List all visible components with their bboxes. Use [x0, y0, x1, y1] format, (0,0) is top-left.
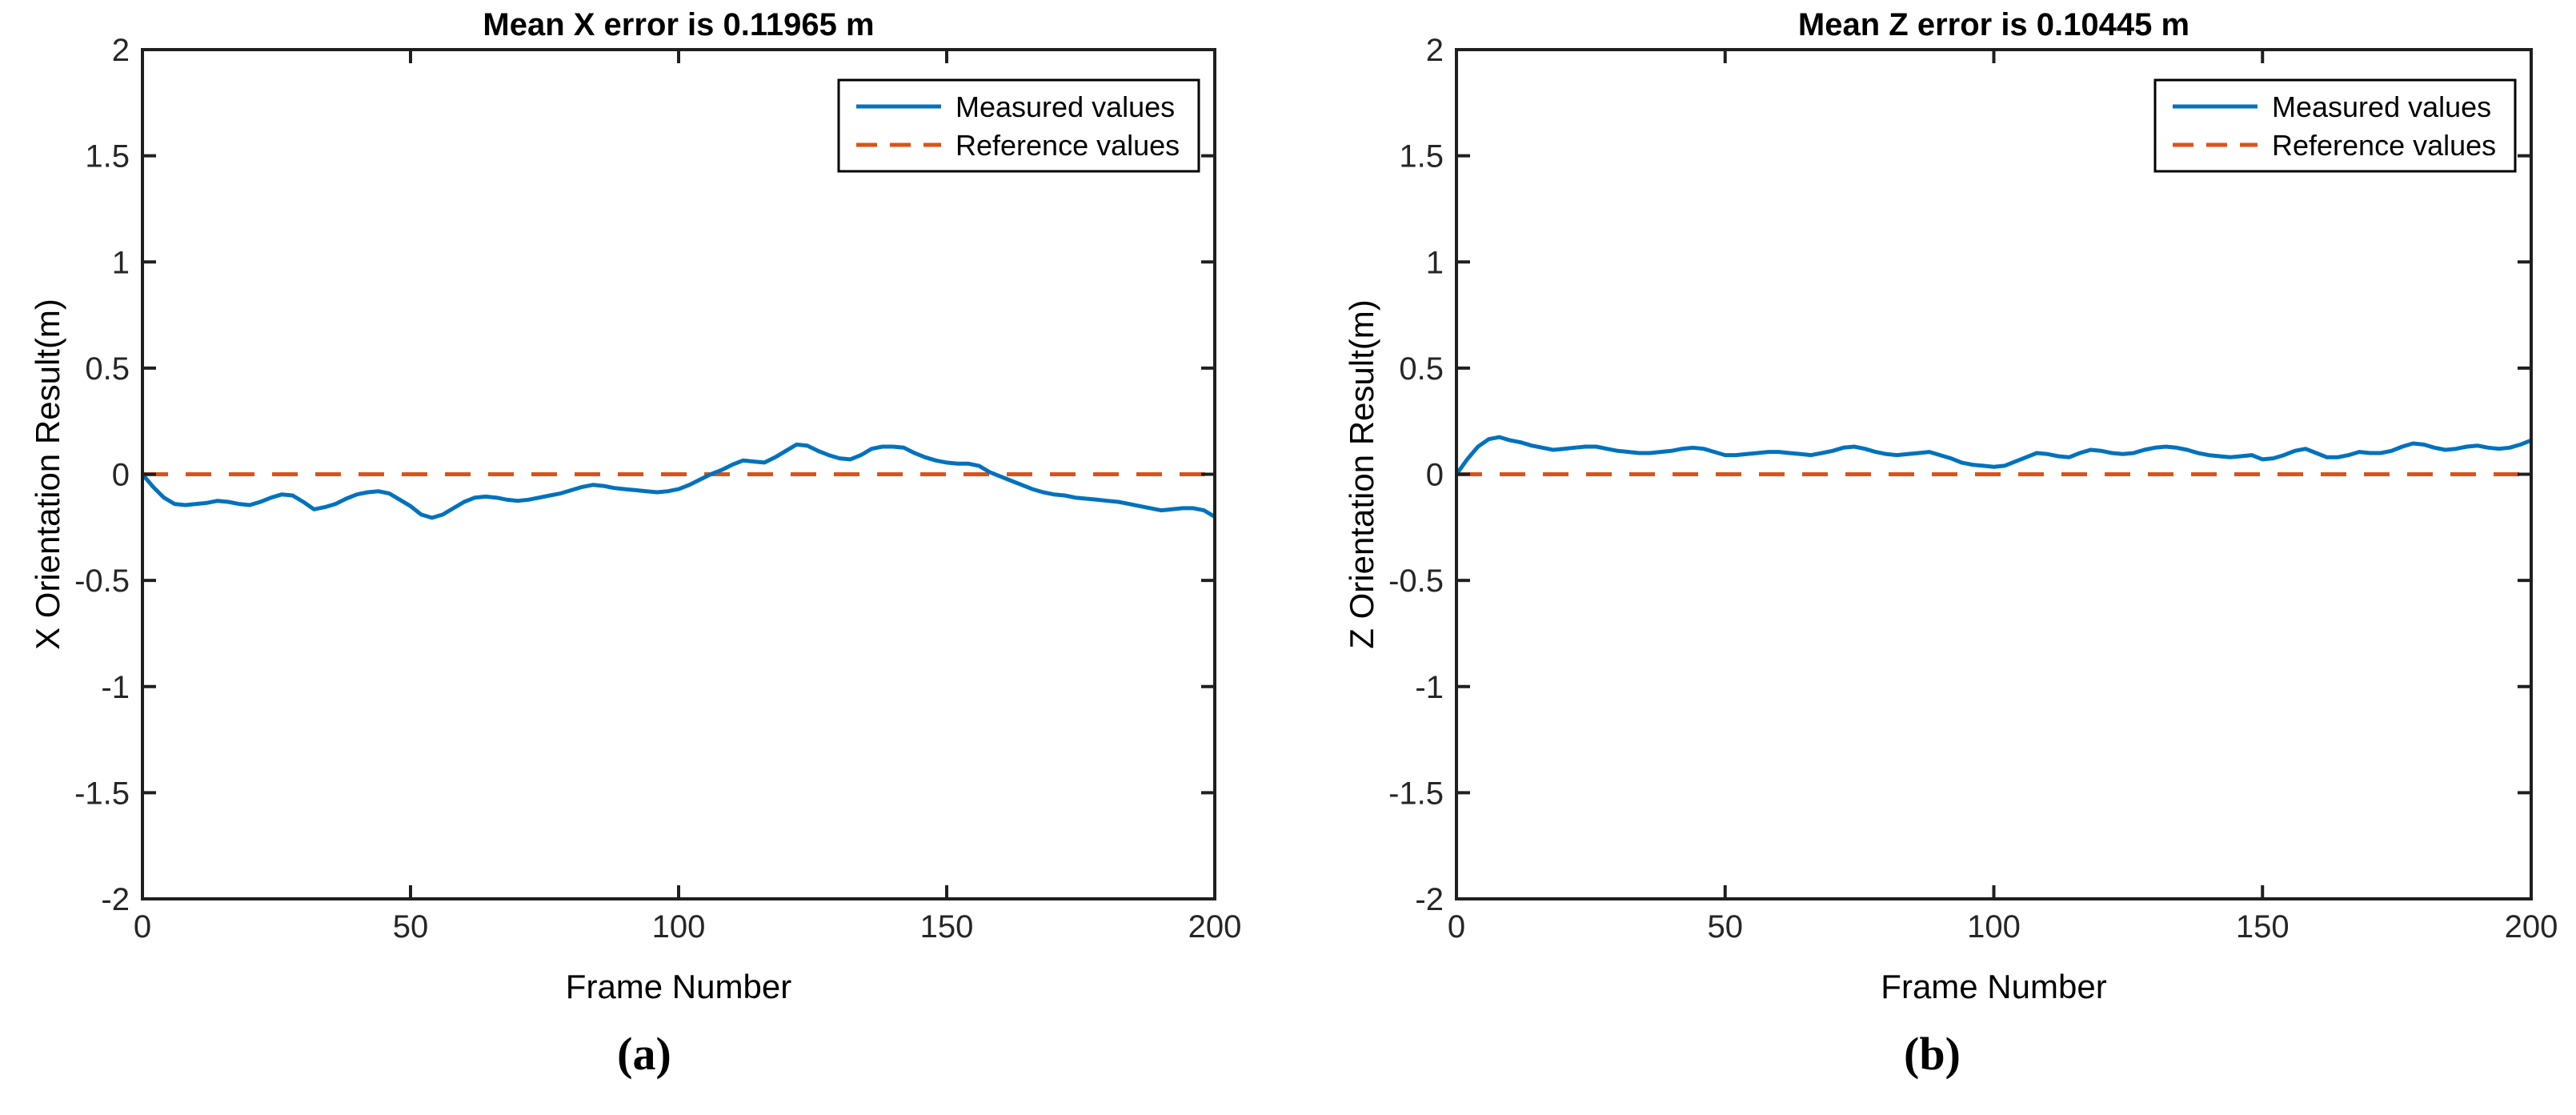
x-tick-label: 150	[2236, 909, 2290, 945]
y-tick-label: -0.5	[74, 564, 130, 599]
y-tick-label: 1.5	[85, 139, 130, 174]
measured-line	[1454, 435, 2532, 475]
y-tick-label: -1.5	[74, 776, 130, 811]
measured-line	[141, 442, 1216, 520]
legend-label: Measured values	[955, 90, 1175, 123]
x-tick-label: 100	[652, 909, 706, 945]
x-tick-label: 0	[1448, 909, 1465, 945]
y-tick-label: 2	[1426, 33, 1444, 68]
y-tick-label: 0	[1426, 458, 1444, 493]
y-tick-label: 0.5	[85, 351, 130, 387]
legend-label: Measured values	[2272, 90, 2491, 123]
subfigure-caption-b: (b)	[1904, 1028, 1961, 1080]
z-orientation-chart: 0 50 100 150 200 -2 -1.5 -1 -0.5 0 0.5 1 1.5 2 Mean Z …	[1343, 7, 2558, 1005]
plot-box	[1455, 48, 2533, 900]
y-tick-label: 1	[1426, 245, 1444, 280]
y-tick-label: -1.5	[1388, 776, 1444, 811]
plot-box	[141, 48, 1216, 900]
y-tick-label: -0.5	[1388, 564, 1444, 599]
y-tick-label: 0	[112, 458, 130, 493]
y-tick-label: -2	[101, 882, 130, 917]
x-tick-label: 0	[134, 909, 151, 945]
y-axis-label: X Orientation Result(m)	[29, 299, 66, 650]
y-tick-label: -1	[1415, 670, 1444, 705]
legend-label: Reference values	[2272, 129, 2496, 162]
y-tick-label: -1	[101, 670, 130, 705]
x-tick-label: 50	[1708, 909, 1744, 945]
y-tick-label: 1.5	[1399, 139, 1444, 174]
y-tick-label: -2	[1415, 882, 1444, 917]
legend-box	[837, 78, 1200, 173]
legend-label: Reference values	[955, 129, 1180, 162]
x-tick-label: 50	[393, 909, 429, 945]
y-tick-label: 2	[112, 33, 130, 68]
y-tick-label: 0.5	[1399, 351, 1444, 387]
x-tick-label: 150	[920, 909, 974, 945]
chart-title: Mean X error is 0.11965 m	[483, 7, 874, 42]
x-tick-label: 100	[1967, 909, 2021, 945]
x-tick-label: 200	[2505, 909, 2558, 945]
y-tick-label: 1	[112, 245, 130, 280]
x-tick-label: 200	[1188, 909, 1242, 945]
chart-title: Mean Z error is 0.10445 m	[1798, 7, 2189, 42]
x-axis-label: Frame Number	[1881, 968, 2106, 1005]
x-orientation-chart: 0 50 100 150 200 -2 -1.5 -1 -0.5 0 0.5 1 1.5 2 Mean X …	[29, 7, 1242, 1005]
y-axis-label: Z Orientation Result(m)	[1343, 299, 1380, 648]
x-axis-label: Frame Number	[566, 968, 791, 1005]
legend-box	[2153, 78, 2517, 173]
subfigure-caption-a: (a)	[617, 1028, 671, 1080]
